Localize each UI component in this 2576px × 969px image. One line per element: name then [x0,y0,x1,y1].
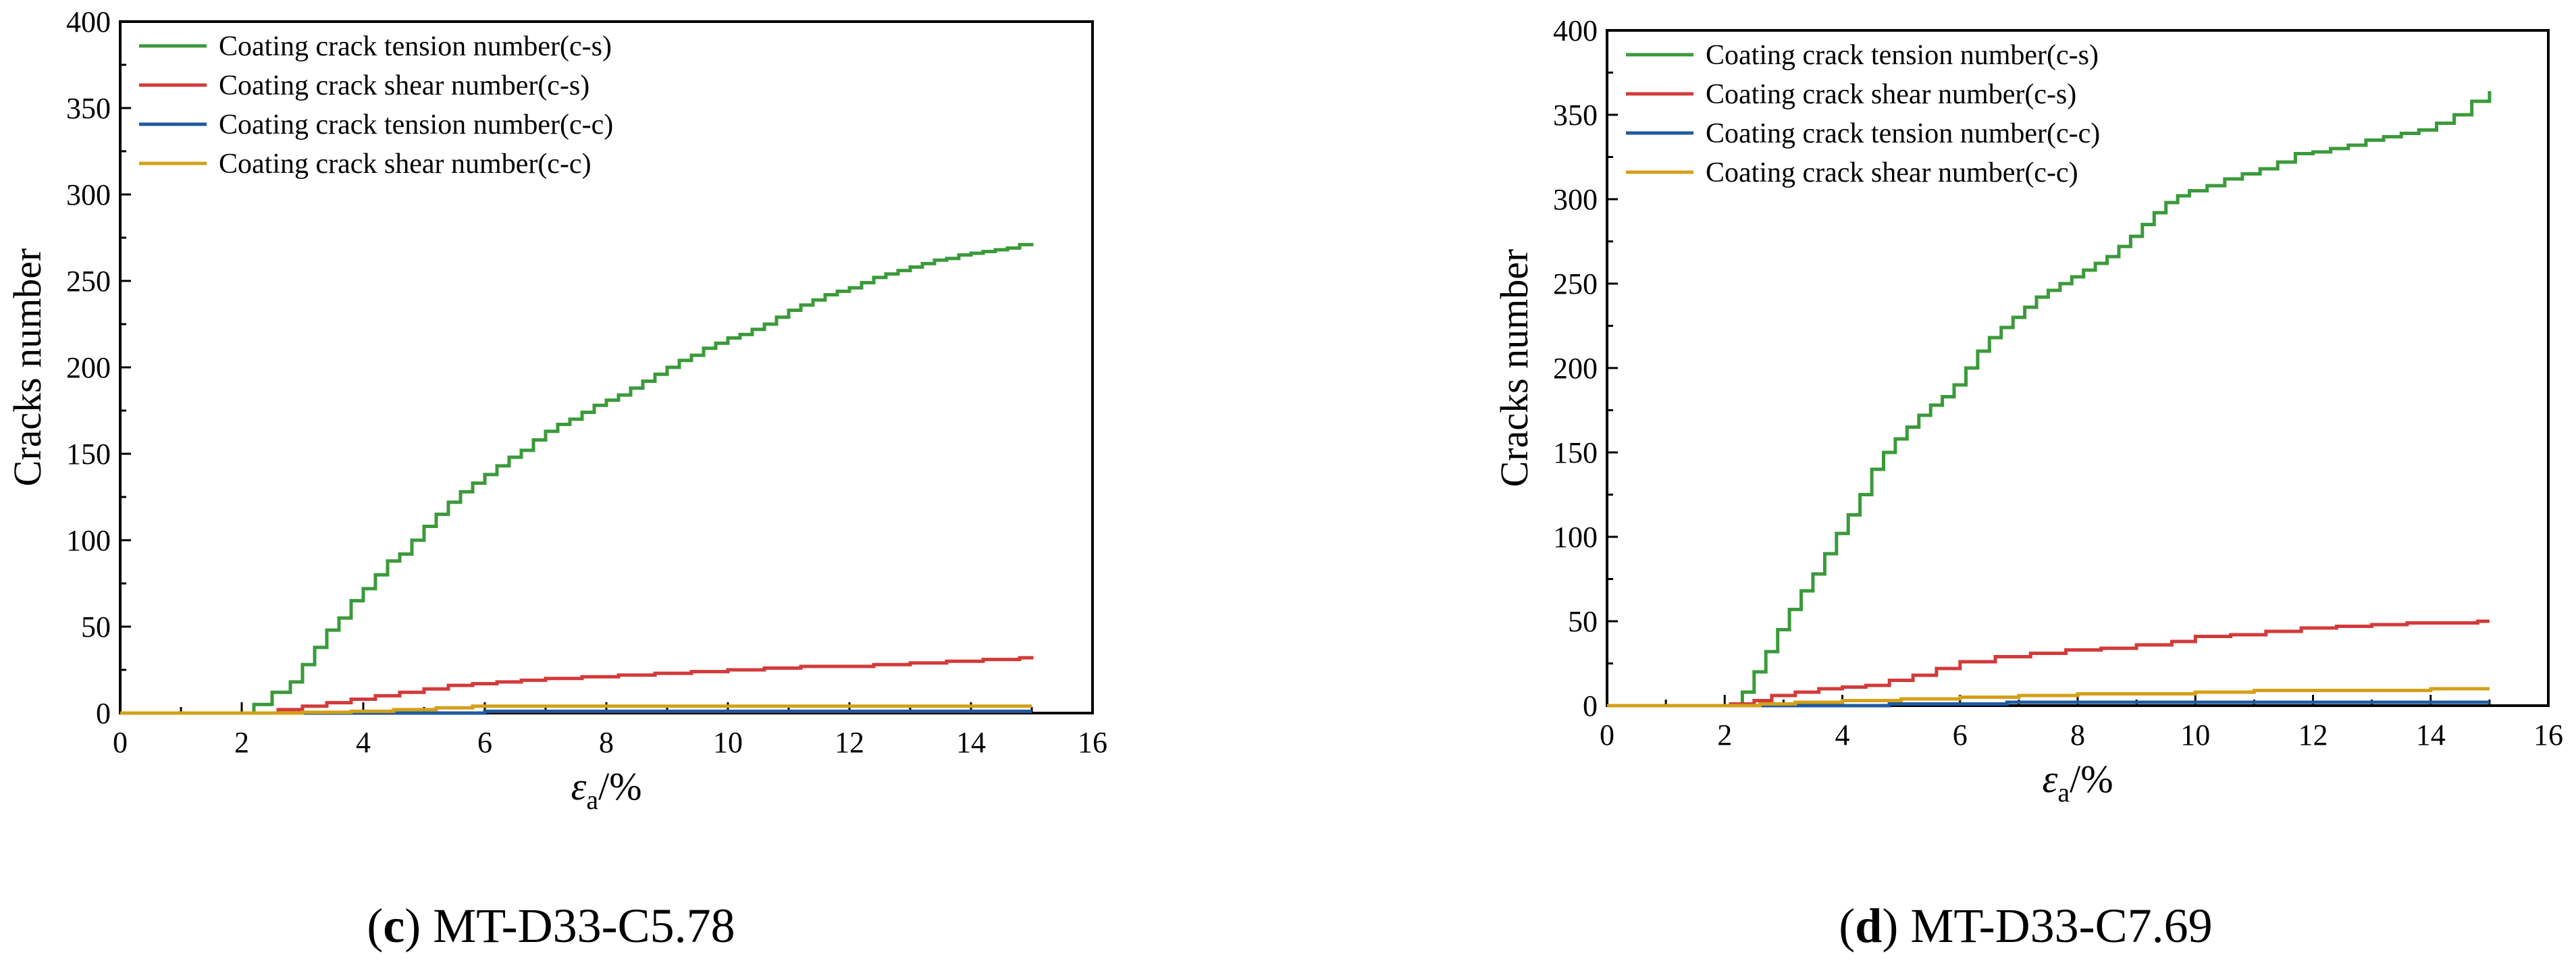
x-axis-subscript: a [586,785,598,815]
x-tick-label: 10 [713,726,743,759]
x-axis-label: εa/% [2042,757,2113,808]
caption-text: MT-D33-C5.78 [433,899,735,953]
x-tick-label: 8 [599,726,614,759]
y-tick-label: 100 [66,524,111,557]
legend-label-3: Coating crack tension number(c-c) [1706,118,2100,149]
y-tick-label: 250 [1553,267,1598,300]
x-tick-label: 14 [956,726,986,759]
caption-close-paren: ) [404,899,433,953]
y-tick-label: 100 [1553,521,1598,554]
x-axis-unit: /% [2070,757,2113,801]
x-tick-label: 8 [2070,718,2085,752]
x-tick-label: 14 [2416,718,2446,752]
series-line-2 [120,656,1034,715]
x-tick-label: 12 [835,726,864,759]
x-tick-label: 2 [1717,718,1732,752]
legend-label-2: Coating crack shear number(c-s) [1706,79,2076,110]
x-axis-symbol: ε [2042,757,2057,801]
x-axis-unit: /% [598,764,641,808]
caption-text: MT-D33-C7.69 [1910,899,2212,953]
x-tick-label: 6 [477,726,492,759]
y-tick-label: 400 [1553,14,1598,47]
chart-panel-d: 0 2 4 6 8 10 12 14 16 0 50 100 150 200 250 300 350 400 Cra… [1492,14,2563,953]
legend-label-2: Coating crack shear number(c-s) [219,70,589,101]
y-tick-label: 300 [1553,183,1598,216]
x-tick-label: 10 [2180,718,2210,752]
x-tick-label: 16 [1078,726,1107,759]
caption-close-paren: ) [1882,899,1910,953]
y-tick-label: 150 [66,438,111,471]
series-line-1 [120,242,1034,715]
x-tick-label: 0 [113,726,128,759]
x-tick-label: 4 [356,726,371,759]
y-tick-label: 400 [66,5,111,38]
series-line-2 [1607,619,2490,708]
legend-label-1: Coating crack tension number(c-s) [219,31,612,62]
y-tick-label: 350 [66,92,111,125]
y-tick-label: 0 [1583,689,1598,723]
caption-letter: c [383,899,404,953]
series-line-4 [120,704,1032,715]
y-axis-label: Cracks number [1492,249,1536,488]
y-tick-label: 200 [66,351,111,384]
x-tick-label: 0 [1600,718,1614,752]
x-tick-label: 6 [1953,718,1968,752]
legend-label-3: Coating crack tension number(c-c) [219,109,613,140]
caption-letter: d [1855,899,1882,953]
panel-caption: (d) MT-D33-C7.69 [1839,899,2212,953]
panel-caption: (c) MT-D33-C5.78 [367,899,735,953]
y-tick-label: 250 [66,265,111,298]
y-tick-label: 50 [1568,605,1598,638]
legend-label-1: Coating crack tension number(c-s) [1706,40,2099,71]
legend-label-4: Coating crack shear number(c-c) [219,149,592,180]
y-tick-label: 200 [1553,352,1598,385]
legend-label-4: Coating crack shear number(c-c) [1706,157,2078,188]
x-axis-label: εa/% [571,764,641,815]
chart-panel-c: 0 2 4 6 8 10 12 14 16 0 50 100 150 200 250 300 350 400 Cra… [5,5,1107,953]
y-tick-label: 350 [1553,99,1598,132]
x-tick-label: 16 [2533,718,2563,752]
y-tick-label: 0 [96,697,111,730]
y-tick-label: 150 [1553,436,1598,469]
y-tick-label: 50 [81,610,111,644]
x-axis-symbol: ε [571,764,586,808]
caption-open-paren: ( [1839,899,1855,953]
x-tick-label: 4 [1835,718,1850,752]
series-line-4 [1607,687,2490,708]
x-tick-label: 12 [2298,718,2328,752]
y-axis-label: Cracks number [5,248,49,487]
x-axis-subscript: a [2057,777,2070,808]
y-tick-label: 300 [66,178,111,211]
series-line-1 [1607,91,2492,708]
series-line-3 [1607,700,2490,708]
x-tick-label: 2 [234,726,249,759]
caption-open-paren: ( [367,899,383,953]
